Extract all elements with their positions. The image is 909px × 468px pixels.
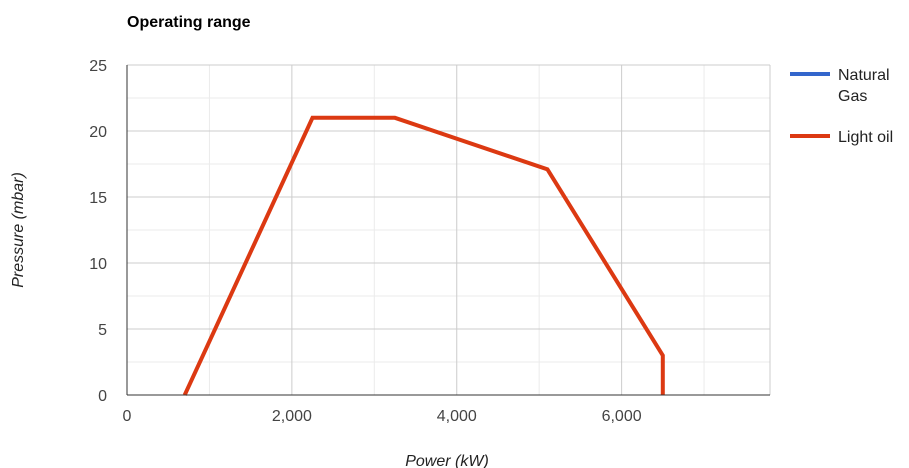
y-tick-label: 10 xyxy=(89,256,107,273)
y-axis-title: Pressure (mbar) xyxy=(10,172,27,288)
x-axis-ticks: 0 2,000 4,000 6,000 xyxy=(123,408,642,425)
y-axis-ticks: 0 5 10 15 20 25 xyxy=(89,58,107,405)
chart-title: Operating range xyxy=(127,14,251,31)
y-tick-label: 0 xyxy=(98,388,107,405)
y-tick-label: 5 xyxy=(98,322,107,339)
y-tick-label: 20 xyxy=(89,124,107,141)
series-layer xyxy=(182,115,665,396)
x-tick-label: 6,000 xyxy=(602,408,642,425)
x-tick-label: 2,000 xyxy=(272,408,312,425)
y-tick-label: 15 xyxy=(89,190,107,207)
series-line-light-oil xyxy=(182,115,665,396)
major-gridlines xyxy=(126,64,771,395)
legend-label: Natural Gas xyxy=(838,67,890,105)
legend[interactable]: Natural Gas Light oil xyxy=(790,67,893,146)
legend-item-light-oil[interactable]: Light oil xyxy=(790,129,893,146)
minor-gridlines xyxy=(127,65,770,395)
legend-label: Light oil xyxy=(838,129,893,146)
x-axis-title: Power (kW) xyxy=(405,453,489,468)
legend-item-natural-gas[interactable]: Natural Gas xyxy=(790,67,890,105)
x-tick-label: 4,000 xyxy=(437,408,477,425)
y-tick-label: 25 xyxy=(89,58,107,75)
x-tick-label: 0 xyxy=(123,408,132,425)
